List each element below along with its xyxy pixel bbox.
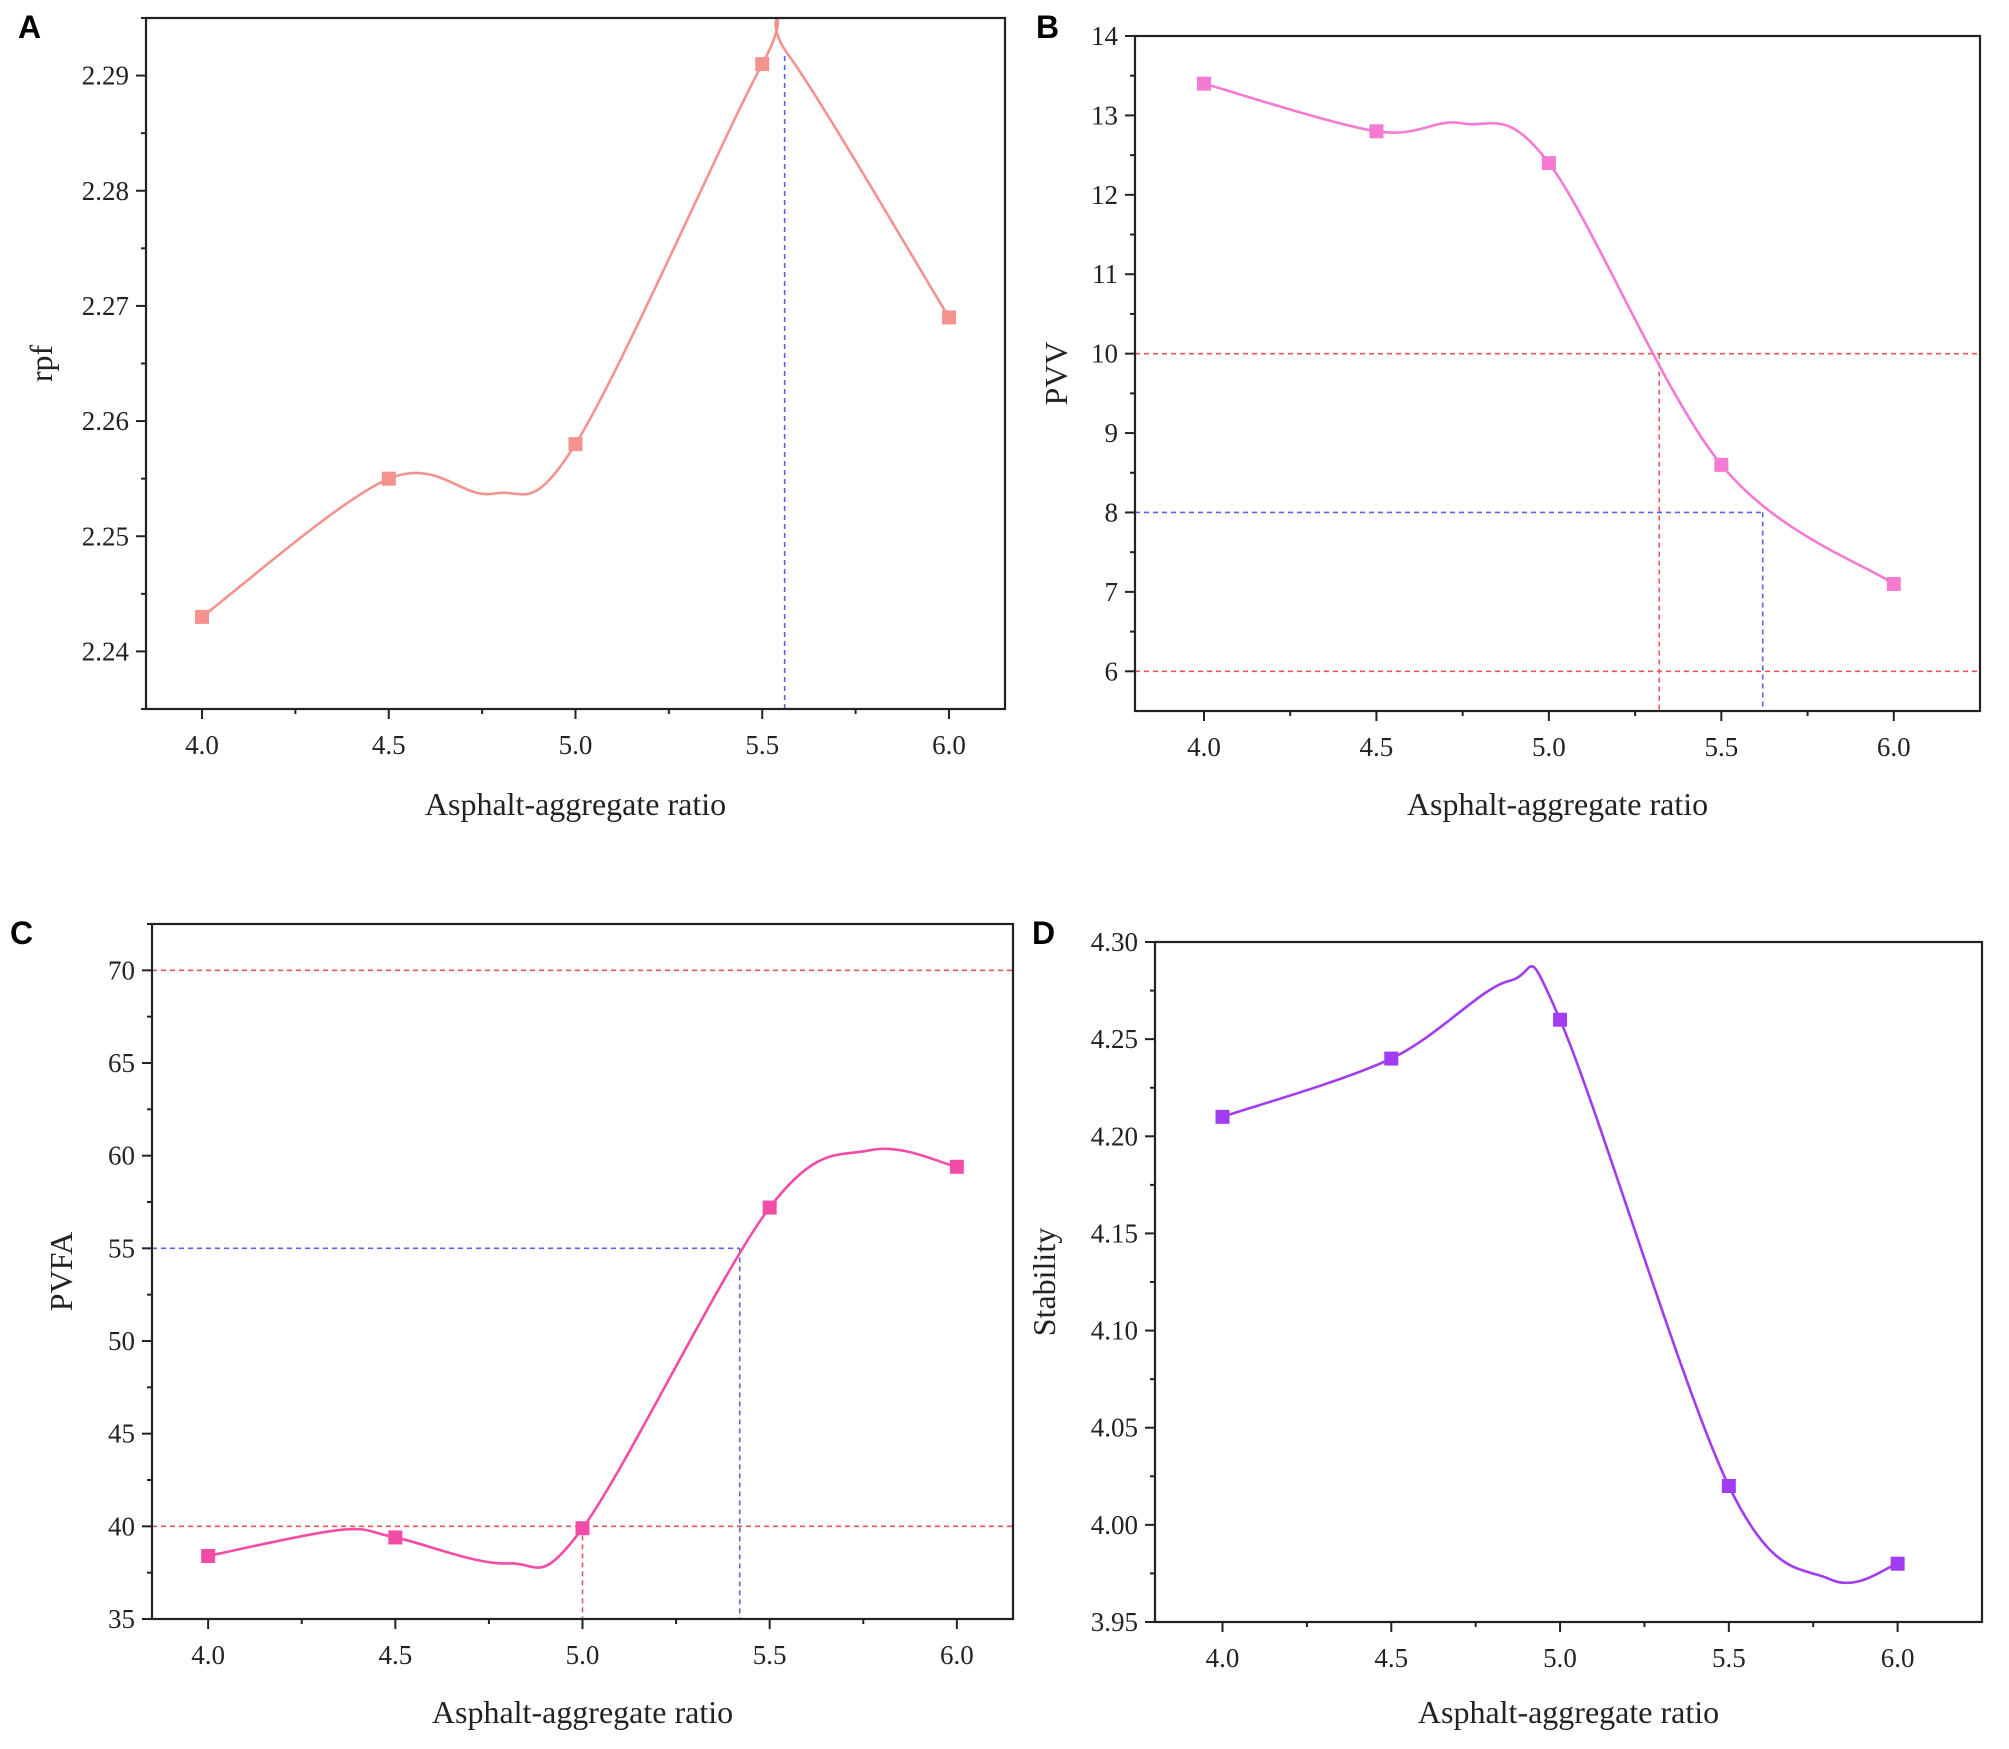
panel-a-x-tick-label-1: 4.5 — [372, 730, 406, 760]
panel-a-series-line — [201, 17, 951, 618]
panel-b-point-0 — [1196, 76, 1211, 91]
panel-c-y-tick-label-1: 40 — [108, 1511, 135, 1541]
panel-c-point-2 — [575, 1521, 590, 1536]
panel-c-y-tick-label-6: 65 — [108, 1048, 135, 1078]
panel-d-point-2 — [1553, 1012, 1568, 1027]
panel-b-y-tick-label-0: 6 — [1105, 656, 1119, 686]
panel-c-y-tick-label-4: 55 — [108, 1233, 135, 1263]
panel-d-y-tick-label-2: 4.05 — [1091, 1413, 1138, 1443]
panel-a-y-tick-label-1: 2.25 — [82, 521, 129, 551]
panel-b-y-tick-label-3: 9 — [1105, 418, 1119, 448]
panel-c-point-4 — [949, 1159, 964, 1174]
panel-c-frame — [150, 922, 1015, 1621]
panel-c-y-tick-label-7: 70 — [108, 955, 135, 985]
panel-c-x-tick-label-4: 6.0 — [940, 1640, 974, 1670]
panel-c-x-tick-label-0: 4.0 — [191, 1640, 225, 1670]
panel-c-y-tick-label-0: 35 — [108, 1604, 135, 1634]
panel-c-series-line — [207, 1147, 958, 1569]
panel-a-frame — [144, 16, 1007, 711]
panel-a-y-tick-label-0: 2.24 — [82, 636, 130, 666]
panel-a: A 4.0 4.5 5.0 5.5 6.0 2.24 2.25 2.26 2.27 2.28 2.29… — [18, 9, 1007, 822]
panel-a-y-tick-label-2: 2.26 — [82, 406, 129, 436]
panel-c-y-axis-title: PVFA — [43, 1232, 79, 1311]
panel-d-x-tick-label-0: 4.0 — [1206, 1643, 1240, 1673]
panel-b-point-1 — [1369, 124, 1384, 139]
panel-c: C 4.0 4.5 5.0 5.5 6.0 35 40 45 50 55 60 65 70 Asphalt-… — [10, 915, 1015, 1730]
panel-a-x-tick-label-0: 4.0 — [185, 730, 219, 760]
panel-c-x-tick-label-2: 5.0 — [566, 1640, 600, 1670]
panel-a-point-4 — [941, 310, 956, 325]
panel-b-y-tick-label-5: 11 — [1092, 259, 1118, 289]
panel-a-point-3 — [755, 57, 770, 72]
panel-a-letter: A — [18, 9, 41, 45]
panel-a-y-axis-title: rpf — [23, 345, 59, 383]
panel-c-point-3 — [762, 1200, 777, 1215]
panel-b-y-tick-label-8: 14 — [1091, 21, 1119, 51]
panel-b-point-4 — [1886, 576, 1901, 591]
panel-a-point-0 — [195, 609, 210, 624]
panel-b-series-line — [1203, 82, 1895, 586]
panel-b-x-tick-label-3: 5.5 — [1704, 732, 1738, 762]
panel-d-x-tick-label-1: 4.5 — [1374, 1643, 1408, 1673]
panel-c-point-0 — [201, 1548, 216, 1563]
panel-c-x-tick-label-3: 5.5 — [753, 1640, 787, 1670]
panel-d: D 4.0 4.5 5.0 5.5 6.0 3.95 4.00 4.05 4.10 4.15 4.20… — [1026, 915, 1984, 1730]
panel-b: B 4.0 4.5 5.0 5.5 6.0 6 7 8 9 10 11 12 13 14 Asphalt-ag… — [1036, 9, 1982, 822]
panel-a-x-tick-label-3: 5.5 — [745, 730, 779, 760]
panel-b-y-axis-title: PVV — [1038, 341, 1074, 405]
panel-a-x-tick-label-2: 5.0 — [559, 730, 593, 760]
panel-d-letter: D — [1032, 915, 1055, 951]
panel-c-y-tick-label-3: 50 — [108, 1326, 135, 1356]
panel-d-x-axis-title: Asphalt-aggregate ratio — [1418, 1694, 1719, 1730]
panel-b-letter: B — [1036, 9, 1059, 45]
panel-d-point-0 — [1215, 1109, 1230, 1124]
panel-c-y-tick-label-2: 45 — [108, 1419, 135, 1449]
panel-b-x-axis-title: Asphalt-aggregate ratio — [1407, 786, 1708, 822]
panel-b-x-tick-label-1: 4.5 — [1360, 732, 1394, 762]
panel-d-point-3 — [1721, 1479, 1736, 1493]
panel-b-y-tick-label-6: 12 — [1091, 180, 1118, 210]
panel-b-y-tick-label-1: 7 — [1105, 577, 1119, 607]
panel-b-point-2 — [1541, 156, 1556, 171]
panel-d-x-tick-label-2: 5.0 — [1543, 1643, 1577, 1673]
panel-a-x-axis-title: Asphalt-aggregate ratio — [425, 786, 726, 822]
panel-d-y-tick-label-4: 4.15 — [1091, 1218, 1138, 1248]
panel-c-x-axis-title: Asphalt-aggregate ratio — [432, 1694, 733, 1730]
panel-d-point-1 — [1384, 1051, 1399, 1066]
panel-b-x-tick-label-4: 6.0 — [1877, 732, 1911, 762]
panel-a-point-1 — [381, 471, 396, 486]
panel-b-y-tick-label-2: 8 — [1105, 497, 1119, 527]
panel-d-point-4 — [1890, 1556, 1905, 1571]
panel-b-x-tick-label-2: 5.0 — [1532, 732, 1566, 762]
panel-d-y-tick-label-3: 4.10 — [1091, 1316, 1138, 1346]
panel-d-y-tick-label-5: 4.20 — [1091, 1121, 1138, 1151]
panel-c-point-1 — [388, 1530, 403, 1545]
panel-a-y-tick-label-3: 2.27 — [82, 291, 129, 321]
panel-a-x-tick-label-4: 6.0 — [932, 730, 966, 760]
panel-d-x-tick-label-4: 6.0 — [1881, 1643, 1915, 1673]
panel-d-y-axis-title: Stability — [1026, 1228, 1062, 1336]
panel-b-frame — [1133, 34, 1982, 713]
panel-b-point-3 — [1714, 457, 1729, 472]
panel-d-y-tick-label-7: 4.30 — [1091, 927, 1138, 957]
panel-a-y-tick-label-5: 2.29 — [82, 61, 129, 91]
panel-c-y-tick-label-5: 60 — [108, 1141, 135, 1171]
panel-b-x-tick-label-0: 4.0 — [1187, 732, 1221, 762]
panel-c-x-tick-label-1: 4.5 — [378, 1640, 412, 1670]
panel-d-x-tick-label-3: 5.5 — [1712, 1643, 1746, 1673]
panel-b-y-tick-label-7: 13 — [1091, 100, 1118, 130]
panel-b-y-tick-label-4: 10 — [1091, 339, 1118, 369]
panel-a-y-tick-label-4: 2.28 — [82, 176, 129, 206]
panel-a-point-2 — [568, 437, 583, 452]
panel-d-series-line — [1222, 965, 1899, 1585]
panel-d-y-tick-label-1: 4.00 — [1091, 1510, 1138, 1540]
panel-d-y-tick-label-6: 4.25 — [1091, 1024, 1138, 1054]
panel-d-y-tick-label-0: 3.95 — [1091, 1607, 1138, 1637]
panel-c-letter: C — [10, 915, 33, 951]
